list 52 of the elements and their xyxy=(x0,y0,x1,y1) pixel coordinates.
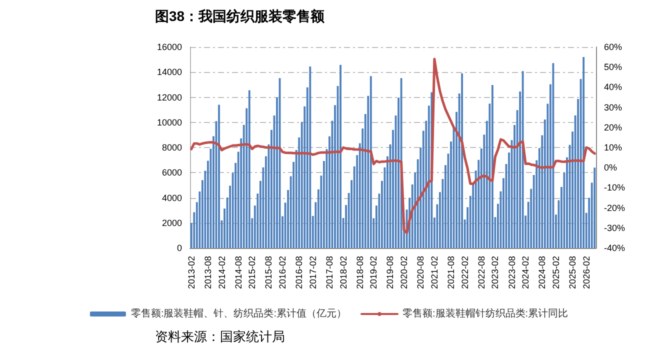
y-tick-label: 10000 xyxy=(156,117,182,128)
y2-tick-label: -40% xyxy=(604,243,626,253)
x-tick-label: 2020-08 xyxy=(416,256,426,290)
x-tick-label: 2019-02 xyxy=(368,256,379,290)
x-tick-label: 2020-02 xyxy=(399,256,410,290)
x-tick-label: 2017-08 xyxy=(324,256,334,290)
x-tick-label: 2021-02 xyxy=(429,256,440,290)
y-tick-label: 16000 xyxy=(156,42,182,52)
x-tick-label: 2015-02 xyxy=(247,256,258,290)
y-tick-label: 0 xyxy=(176,243,182,253)
x-tick-label: 2017-02 xyxy=(308,256,318,290)
y-tick-label: 6000 xyxy=(162,168,182,178)
x-tick-label: 2014-08 xyxy=(233,256,244,290)
y-tick-label: 4000 xyxy=(162,192,182,203)
x-tick-label: 2025-08 xyxy=(568,256,578,290)
x-tick-label: 2014-02 xyxy=(216,256,227,290)
x-tick-label: 2025-02 xyxy=(550,256,561,290)
legend-label: 零售额:服装鞋帽针纺织品类:累计同比 xyxy=(402,308,568,320)
x-tick-label: 2024-02 xyxy=(520,256,531,290)
x-tick-label: 2018-08 xyxy=(354,256,365,290)
text: 资料来源：国家统计局 xyxy=(155,329,285,344)
y2-tick-label: 0% xyxy=(604,162,618,173)
x-tick-label: 2016-08 xyxy=(294,256,304,290)
x-tick-label: 2013-08 xyxy=(202,256,213,290)
y-tick-label: 12000 xyxy=(156,92,182,102)
y2-tick-label: 30% xyxy=(604,102,622,112)
x-tick-label: 2023-08 xyxy=(506,256,517,290)
x-tick-label: 2019-08 xyxy=(385,256,396,290)
x-tick-label: 2022-08 xyxy=(476,256,486,290)
x-tick-label: 2021-08 xyxy=(446,256,456,290)
x-tick-label: 2022-02 xyxy=(460,256,470,290)
x-tick-label: 2016-02 xyxy=(278,256,288,290)
y-tick-label: 8000 xyxy=(162,142,182,152)
y2-tick-label: 50% xyxy=(604,62,622,72)
y-tick-label: 2000 xyxy=(162,218,182,228)
y2-tick-label: -20% xyxy=(604,202,626,213)
y2-tick-label: 60% xyxy=(604,42,622,52)
chart-title: 图38：我国纺织服装零售额 xyxy=(155,8,326,24)
x-tick-label: 2015-08 xyxy=(264,256,274,290)
y2-tick-label: -30% xyxy=(604,222,626,233)
line-series xyxy=(190,58,596,234)
y2-tick-label: 20% xyxy=(604,122,622,132)
y2-tick-label: 10% xyxy=(604,142,622,152)
y2-tick-label: -10% xyxy=(604,182,626,193)
y2-tick-label: 40% xyxy=(604,82,622,92)
x-tick-label: 2026-02 xyxy=(581,256,592,290)
x-tick-label: 2023-02 xyxy=(490,256,500,290)
legend-label: 零售额:服装鞋帽、针、纺织品类:累计值（亿元） xyxy=(130,308,347,320)
y-tick-label: 14000 xyxy=(156,67,182,78)
x-tick-label: 2024-08 xyxy=(537,256,548,290)
x-tick-label: 2018-02 xyxy=(338,256,348,290)
x-tick-label: 2013-02 xyxy=(186,256,196,290)
